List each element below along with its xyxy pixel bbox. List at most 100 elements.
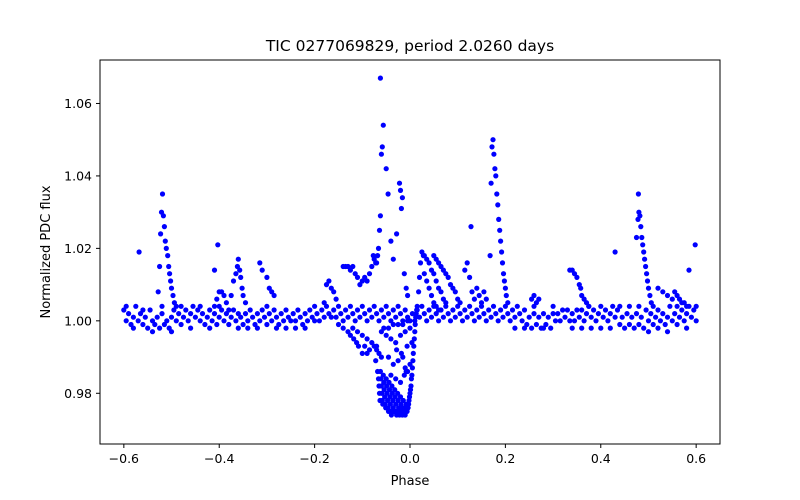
data-point [152, 321, 158, 328]
data-point [450, 307, 456, 313]
data-point [326, 278, 332, 284]
data-point [340, 325, 346, 331]
data-point [417, 260, 424, 266]
data-point [271, 307, 277, 313]
data-point [433, 278, 439, 284]
data-point [476, 292, 482, 299]
data-point [264, 274, 270, 280]
data-point [402, 307, 408, 313]
data-point [402, 329, 408, 335]
data-point [386, 387, 393, 393]
data-point [383, 376, 389, 382]
data-point [395, 358, 401, 364]
data-point [467, 303, 473, 309]
data-point [550, 311, 556, 317]
data-point [488, 180, 494, 186]
data-point [379, 144, 385, 150]
data-point [409, 311, 415, 317]
data-point [497, 227, 503, 233]
data-point [333, 314, 339, 320]
data-point [254, 325, 260, 331]
data-point [155, 289, 161, 295]
data-point [290, 311, 296, 317]
data-point [254, 311, 260, 317]
data-point [405, 318, 411, 324]
data-point [622, 325, 628, 331]
data-point [374, 260, 380, 266]
data-point [397, 311, 404, 317]
data-point [145, 325, 151, 331]
data-point [600, 314, 606, 320]
data-point [495, 318, 501, 324]
data-point [375, 245, 382, 251]
data-point [302, 311, 308, 317]
data-point [693, 318, 699, 324]
data-point [239, 285, 245, 291]
data-point [394, 347, 400, 353]
data-point [399, 195, 405, 201]
data-point [644, 278, 651, 284]
data-point [397, 332, 404, 338]
data-point [385, 191, 391, 197]
data-point [331, 307, 337, 313]
data-point [440, 314, 446, 320]
data-point [655, 285, 661, 291]
data-point [381, 314, 387, 320]
data-point [507, 318, 513, 324]
data-point [264, 303, 270, 309]
data-point [433, 256, 439, 262]
data-point [691, 307, 697, 313]
data-point [228, 292, 234, 299]
data-point [619, 314, 625, 320]
x-tick-label: 0.6 [686, 451, 706, 466]
data-point [408, 383, 414, 389]
data-point [233, 318, 239, 324]
data-point [199, 311, 206, 317]
data-point [390, 361, 396, 367]
data-point [684, 325, 690, 331]
data-point [373, 358, 379, 364]
data-point [487, 253, 493, 259]
data-point [693, 303, 699, 309]
data-point [579, 325, 585, 331]
data-point [481, 311, 487, 317]
data-point [521, 307, 528, 313]
data-point [176, 311, 182, 317]
data-point [571, 271, 578, 277]
data-point [445, 311, 451, 317]
data-point [235, 256, 241, 262]
data-point [197, 318, 203, 324]
data-point [489, 144, 495, 150]
data-point [350, 263, 356, 270]
data-point [235, 325, 241, 331]
data-point [498, 238, 504, 244]
data-point [312, 303, 318, 309]
data-point [633, 234, 640, 241]
data-point [557, 318, 563, 324]
data-point [488, 314, 494, 320]
data-point [355, 343, 362, 349]
data-point [540, 311, 547, 317]
x-tick-label: −0.4 [204, 451, 234, 466]
data-point [493, 311, 499, 317]
data-point [377, 213, 383, 219]
data-point [562, 314, 568, 320]
data-point [281, 318, 287, 324]
y-tick-label: 0.98 [64, 386, 92, 401]
data-point [641, 325, 647, 331]
data-point [641, 249, 647, 255]
data-point [238, 314, 244, 320]
data-point [178, 303, 184, 309]
data-point [462, 307, 468, 313]
data-point [257, 318, 263, 324]
data-point [207, 325, 213, 331]
data-point [209, 318, 215, 324]
data-point [505, 300, 511, 306]
data-point [393, 401, 399, 407]
data-point [431, 271, 437, 277]
data-point [672, 289, 678, 295]
data-point [343, 307, 349, 313]
data-point [351, 336, 357, 342]
data-point [505, 311, 511, 317]
data-point [416, 274, 423, 280]
